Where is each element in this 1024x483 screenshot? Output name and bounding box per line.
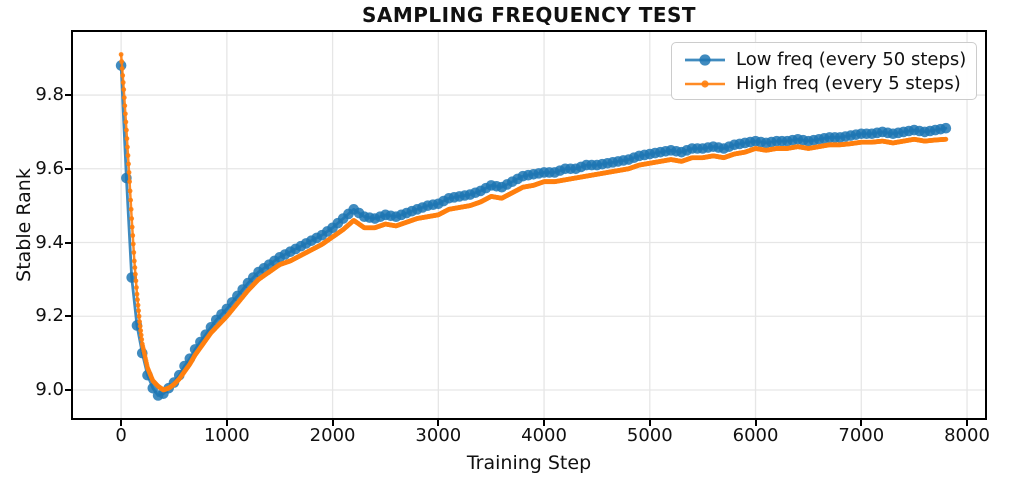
x-tick-mark — [120, 420, 123, 426]
legend-label-high-freq: High freq (every 5 steps) — [736, 73, 961, 94]
x-tick-label: 4000 — [521, 425, 567, 446]
x-tick-label: 5000 — [626, 425, 673, 446]
legend-label-low-freq: Low freq (every 50 steps) — [736, 49, 967, 70]
x-tick-mark — [966, 420, 969, 426]
y-tick-mark — [65, 167, 71, 170]
x-tick-mark — [860, 420, 863, 426]
y-tick-label: 9.2 — [35, 305, 64, 327]
legend-item-low-freq: Low freq (every 50 steps) — [682, 48, 970, 72]
y-tick-label: 9.0 — [35, 378, 64, 400]
y-axis-label: Stable Rank — [13, 168, 35, 282]
legend-marker-low-freq-icon — [685, 54, 725, 66]
y-tick-label: 9.6 — [35, 157, 64, 179]
chart-title: SAMPLING FREQUENCY TEST — [361, 3, 697, 27]
x-tick-mark — [543, 420, 546, 426]
x-tick-label: 7000 — [838, 425, 885, 446]
x-tick-mark — [648, 420, 651, 426]
x-tick-mark — [331, 420, 334, 426]
x-tick-mark — [437, 420, 440, 426]
legend-item-high-freq: High freq (every 5 steps) — [682, 72, 970, 96]
y-tick-label: 9.8 — [35, 84, 64, 106]
x-tick-label: 8000 — [944, 425, 990, 446]
x-axis-label: Training Step — [466, 452, 592, 474]
x-tick-label: 2000 — [309, 425, 356, 446]
x-tick-mark — [225, 420, 228, 426]
y-tick-mark — [65, 388, 71, 391]
x-tick-label: 1000 — [203, 425, 250, 446]
y-tick-mark — [65, 94, 71, 97]
x-tick-label: 3000 — [415, 425, 462, 446]
y-tick-mark — [65, 315, 71, 318]
legend: Low freq (every 50 steps) High freq (eve… — [671, 42, 977, 100]
y-tick-label: 9.4 — [35, 231, 64, 253]
x-tick-label: 6000 — [732, 425, 779, 446]
x-tick-mark — [754, 420, 757, 426]
legend-marker-high-freq-icon — [685, 80, 725, 88]
y-tick-mark — [65, 241, 71, 244]
x-tick-label: 0 — [115, 425, 127, 446]
